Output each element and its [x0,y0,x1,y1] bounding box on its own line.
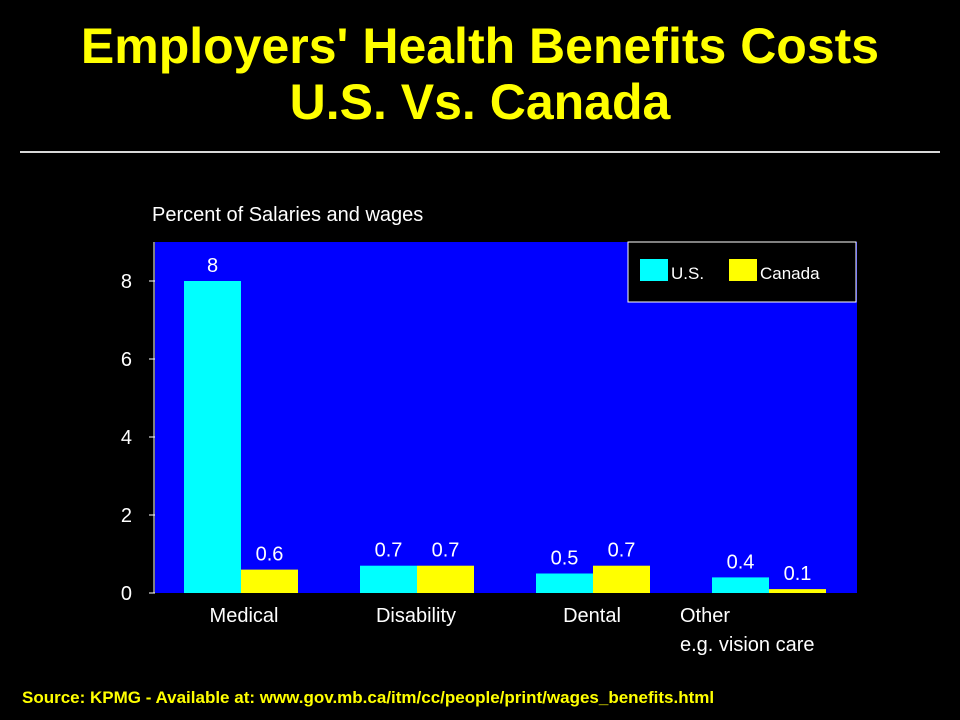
title-line-1: Employers' Health Benefits Costs [80,18,880,74]
bar-us-2 [536,573,593,593]
legend-swatch [640,259,668,281]
bar-canada-2 [593,565,650,593]
y-tick-label: 6 [121,349,132,371]
bar-canada-1 [417,565,474,593]
data-label: 0.6 [256,544,284,566]
data-label: 0.1 [784,563,812,585]
chart-title: Employers' Health Benefits Costs U.S. Vs… [0,18,960,130]
bar-canada-3 [769,589,826,593]
x-category-label: e.g. vision care [680,634,815,656]
y-tick-label: 0 [121,583,132,605]
data-label: 0.7 [432,540,460,562]
y-tick-label: 8 [121,271,132,293]
y-tick-label: 4 [121,427,132,449]
legend-swatch [729,259,757,281]
data-label: 0.7 [608,540,636,562]
x-category-label: Disability [376,605,456,627]
title-line-2: U.S. Vs. Canada [289,74,671,130]
bar-us-3 [712,577,769,593]
bar-us-0 [184,281,241,593]
x-category-label: Medical [210,605,279,627]
x-category-label: Dental [563,605,621,627]
legend-label: U.S. [671,264,704,283]
x-category-label: Other [680,605,730,627]
y-axis-label: Percent of Salaries and wages [152,204,423,226]
data-label: 0.7 [375,540,403,562]
source-note: Source: KPMG - Available at: www.gov.mb.… [22,688,715,707]
title-divider [20,151,940,153]
bar-us-1 [360,565,417,593]
y-tick-label: 2 [121,505,132,527]
data-label: 0.5 [551,548,579,570]
data-label: 0.4 [727,551,755,573]
bar-canada-0 [241,569,298,593]
legend-label: Canada [760,264,820,283]
data-label: 8 [207,255,218,277]
